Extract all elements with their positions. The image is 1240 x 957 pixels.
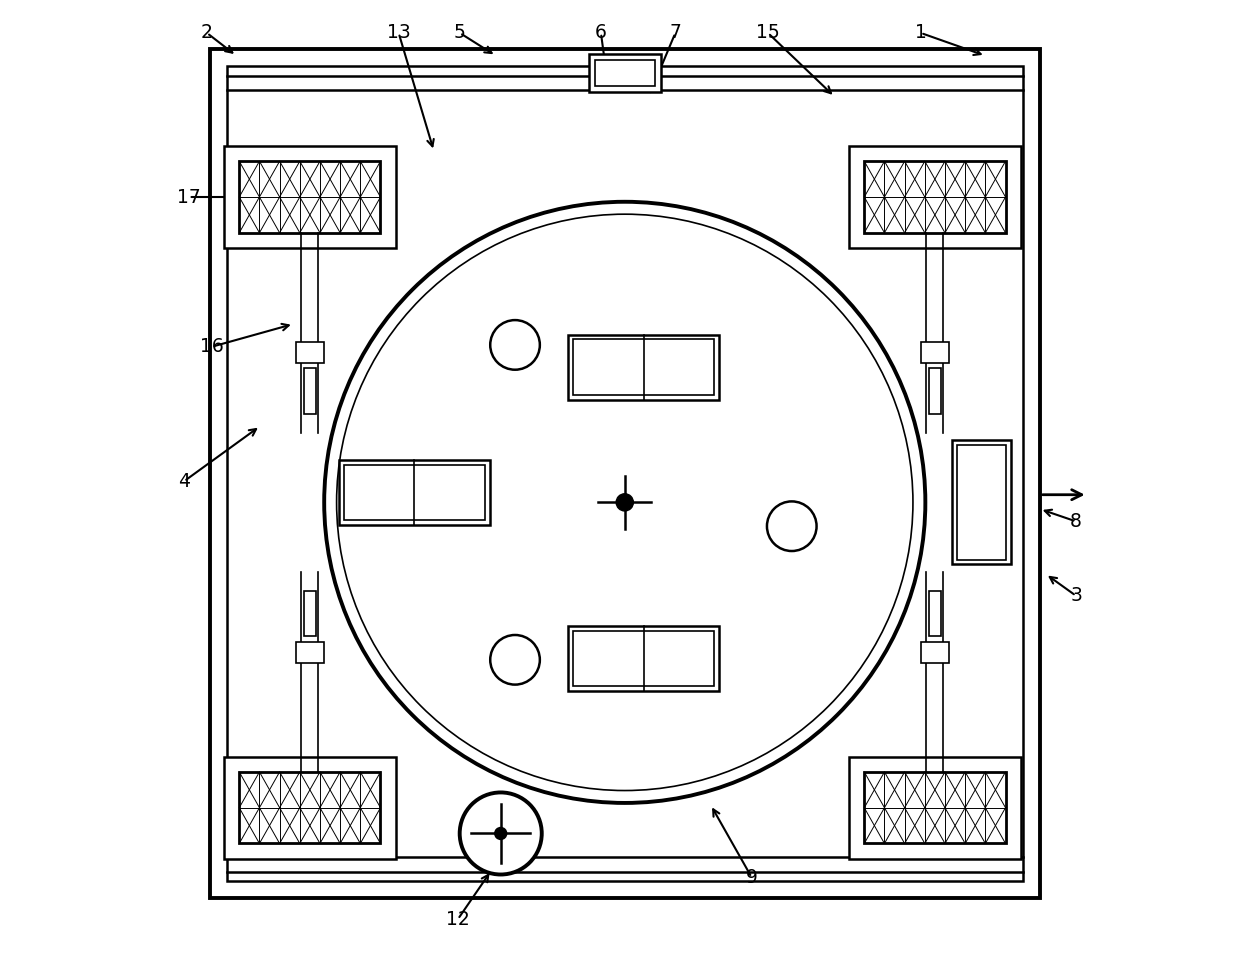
- Bar: [595, 59, 655, 86]
- Bar: [849, 757, 1021, 858]
- Bar: [239, 161, 381, 233]
- Bar: [864, 772, 1006, 843]
- Bar: [210, 49, 1040, 899]
- Text: 15: 15: [756, 23, 780, 42]
- Bar: [573, 340, 714, 395]
- Bar: [295, 642, 324, 663]
- Text: 3: 3: [1070, 587, 1083, 606]
- Bar: [224, 146, 396, 248]
- Bar: [920, 342, 949, 363]
- Text: 8: 8: [1070, 512, 1083, 531]
- Bar: [864, 161, 1006, 233]
- Bar: [929, 368, 941, 414]
- Circle shape: [616, 494, 634, 511]
- Bar: [224, 757, 396, 858]
- Text: 4: 4: [177, 472, 190, 491]
- Bar: [864, 772, 1006, 843]
- Bar: [568, 626, 719, 691]
- Text: 5: 5: [454, 23, 466, 42]
- Circle shape: [460, 792, 542, 875]
- Bar: [339, 460, 490, 525]
- Bar: [227, 66, 1023, 881]
- Text: 13: 13: [387, 23, 410, 42]
- Bar: [239, 772, 381, 843]
- Text: 6: 6: [595, 23, 606, 42]
- Bar: [568, 335, 719, 399]
- Bar: [929, 590, 941, 636]
- Text: 12: 12: [446, 910, 470, 929]
- Text: 1: 1: [915, 23, 926, 42]
- Bar: [589, 54, 661, 92]
- Bar: [864, 161, 1006, 233]
- Bar: [304, 590, 316, 636]
- Bar: [304, 368, 316, 414]
- Text: 2: 2: [201, 23, 213, 42]
- Text: 7: 7: [670, 23, 681, 42]
- Bar: [952, 440, 1012, 565]
- Bar: [920, 642, 949, 663]
- Bar: [343, 465, 485, 521]
- Bar: [849, 146, 1021, 248]
- Bar: [295, 342, 324, 363]
- Bar: [957, 445, 1007, 560]
- Circle shape: [494, 827, 507, 840]
- Bar: [239, 161, 381, 233]
- Circle shape: [324, 202, 925, 803]
- Bar: [239, 772, 381, 843]
- Text: 9: 9: [745, 868, 758, 887]
- Bar: [573, 631, 714, 686]
- Text: 16: 16: [200, 337, 223, 356]
- Text: 17: 17: [177, 188, 201, 207]
